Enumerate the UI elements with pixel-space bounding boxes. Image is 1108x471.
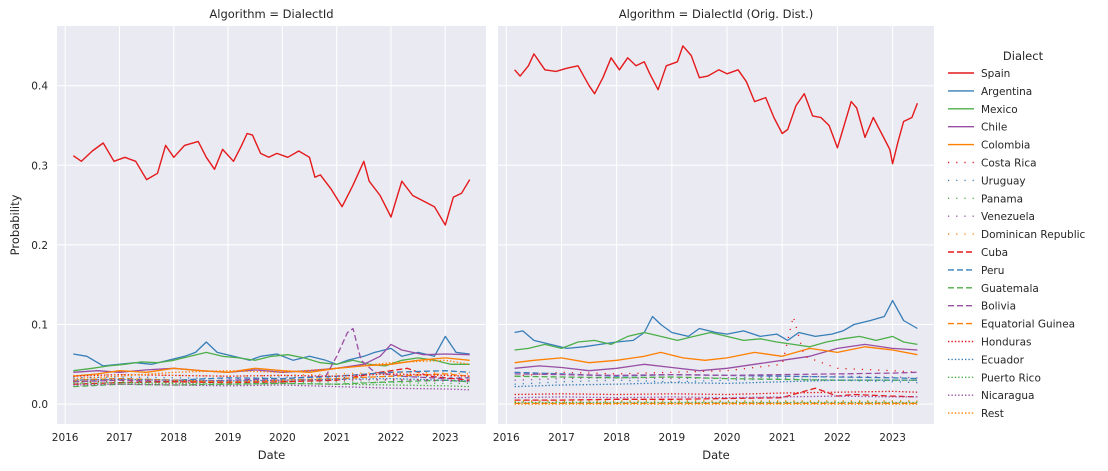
panel-1: 2016 2017 2018 2019 2020 2021 2022 2023 0.0 0.1 0.… (31, 7, 486, 462)
series-line-argentina (73, 335, 470, 367)
x-axis-label: Date (702, 448, 730, 462)
legend-item: Uruguay (948, 175, 1026, 187)
legend-label: Costa Rica (981, 158, 1037, 170)
y-tick-label: 0.0 (31, 399, 48, 411)
legend-label: Spain (981, 68, 1010, 80)
legend-item: Panama (948, 193, 1023, 205)
x-tick-label: 2023 (879, 432, 906, 444)
legend-item: Puerto Rico (948, 372, 1041, 384)
legend-label: Panama (981, 193, 1023, 205)
series-line-colombia (73, 357, 470, 377)
legend-item: Mexico (948, 104, 1018, 116)
y-tick-label: 0.2 (31, 240, 48, 252)
series-line-ecuador (73, 377, 470, 382)
legend-title: Dialect (1003, 49, 1044, 63)
x-tick-label: 2016 (493, 432, 520, 444)
legend-item: Chile (948, 122, 1007, 134)
legend-label: Bolivia (981, 301, 1016, 313)
legend-item: Honduras (948, 337, 1032, 349)
x-tick-label: 2020 (714, 432, 741, 444)
y-tick-label: 0.4 (31, 81, 48, 93)
legend-label: Argentina (981, 86, 1032, 98)
y-tick-label: 0.3 (31, 160, 48, 172)
x-tick-label: 2020 (269, 432, 296, 444)
legend-label: Mexico (981, 104, 1018, 116)
series-line-rest (73, 359, 470, 380)
series-line-spain (514, 45, 919, 165)
legend-label: Venezuela (981, 211, 1035, 223)
x-tick-label: 2017 (548, 432, 575, 444)
panel-2: 2016 2017 2018 2019 2020 2021 2022 2023 Algorith… (493, 7, 934, 462)
legend-item: Colombia (948, 140, 1030, 152)
series-line-nicaragua (514, 395, 918, 399)
legend-item: Venezuela (948, 211, 1035, 223)
legend-item: Costa Rica (948, 158, 1037, 170)
legend-label: Puerto Rico (981, 372, 1041, 384)
y-tick-label: 0.1 (31, 320, 48, 332)
plot-background (57, 26, 486, 424)
legend-label: Cuba (981, 247, 1008, 259)
y-axis-label: Probability (8, 194, 22, 255)
x-tick-label: 2018 (603, 432, 630, 444)
legend-label: Honduras (981, 337, 1032, 349)
legend-label: Ecuador (981, 354, 1025, 366)
legend-item: Guatemala (948, 283, 1039, 295)
legend: Dialect Spain Argentina Mexico Chile Colombia… (948, 49, 1086, 420)
plot-background (498, 26, 934, 424)
series-line-cuba (514, 387, 918, 401)
series-line-honduras (514, 390, 918, 396)
legend-item: Dominican Republic (948, 229, 1086, 241)
legend-label: Colombia (981, 140, 1030, 152)
legend-label: Chile (981, 122, 1007, 134)
x-tick-label: 2019 (215, 432, 242, 444)
series-line-honduras (73, 373, 470, 377)
x-tick-label: 2023 (432, 432, 459, 444)
legend-item: Nicaragua (948, 390, 1034, 402)
legend-item: Rest (948, 408, 1004, 420)
x-tick-label: 2021 (323, 432, 350, 444)
x-tick-label: 2021 (769, 432, 796, 444)
series-line-nicaragua (73, 383, 470, 391)
series-line-puerto-rico (73, 381, 470, 388)
x-tick-label: 2016 (52, 432, 79, 444)
legend-item: Spain (948, 68, 1010, 80)
series-line-ecuador (514, 379, 918, 388)
x-tick-label: 2022 (824, 432, 851, 444)
x-tick-label: 2019 (658, 432, 685, 444)
legend-item: Equatorial Guinea (948, 319, 1075, 331)
legend-label: Equatorial Guinea (981, 319, 1075, 331)
panel-title: Algorithm = DialectId (209, 7, 333, 21)
x-tick-label: 2018 (160, 432, 187, 444)
legend-item: Cuba (948, 247, 1008, 259)
x-tick-label: 2022 (378, 432, 405, 444)
series-line-spain (72, 132, 471, 226)
series-line-guatemala (73, 379, 470, 388)
legend-label: Guatemala (981, 283, 1039, 295)
legend-item: Argentina (948, 86, 1032, 98)
legend-label: Dominican Republic (981, 229, 1086, 241)
legend-label: Rest (981, 408, 1004, 420)
panels: 2016 2017 2018 2019 2020 2021 2022 2023 0.0 0.1 0.… (8, 7, 934, 462)
x-axis-label: Date (258, 448, 286, 462)
series-line-bolivia (514, 371, 918, 377)
legend-label: Peru (981, 265, 1004, 277)
legend-label: Nicaragua (981, 390, 1034, 402)
legend-item: Peru (948, 265, 1004, 277)
series-line-colombia (514, 346, 918, 364)
series-line-mexico (514, 331, 918, 351)
panel-title: Algorithm = DialectId (Orig. Dist.) (619, 7, 814, 21)
series-line-mexico (73, 351, 470, 372)
legend-item: Ecuador (948, 354, 1025, 366)
series-line-argentina (514, 299, 918, 350)
series-line-guatemala (514, 375, 918, 381)
series-line-chile (514, 343, 918, 372)
legend-item: Bolivia (948, 301, 1016, 313)
legend-label: Uruguay (981, 175, 1026, 187)
x-tick-label: 2017 (106, 432, 133, 444)
